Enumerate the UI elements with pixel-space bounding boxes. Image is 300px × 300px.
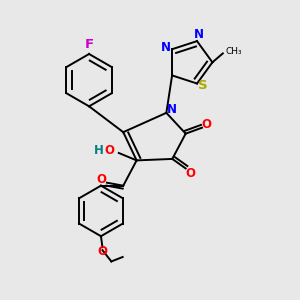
Text: N: N — [167, 103, 177, 116]
Text: O: O — [202, 118, 212, 131]
Text: CH₃: CH₃ — [226, 47, 242, 56]
Text: O: O — [105, 144, 115, 157]
Text: H: H — [94, 144, 104, 157]
Text: S: S — [198, 80, 207, 92]
Text: O: O — [185, 167, 195, 180]
Text: F: F — [85, 38, 94, 51]
Text: N: N — [160, 41, 171, 54]
Text: O: O — [97, 173, 106, 186]
Text: N: N — [194, 28, 203, 41]
Text: O: O — [98, 245, 107, 258]
